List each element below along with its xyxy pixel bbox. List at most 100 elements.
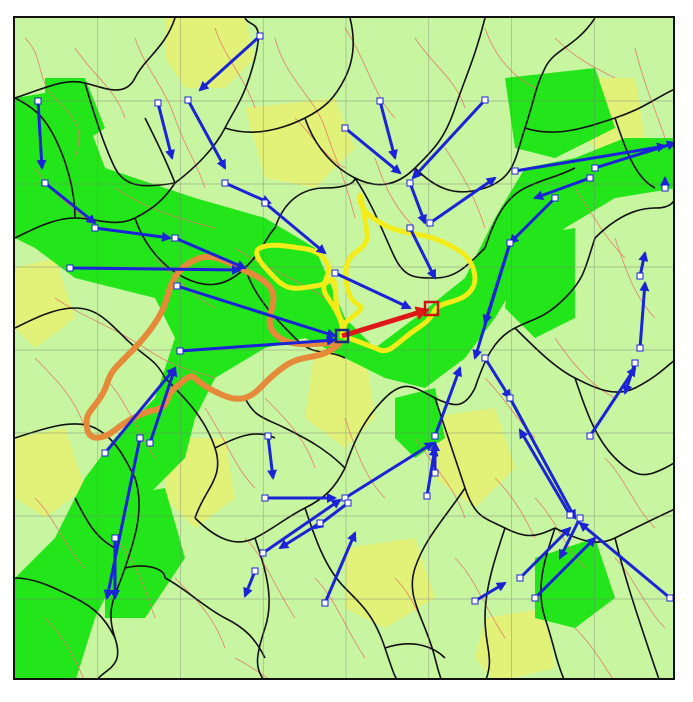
basin-node — [576, 514, 584, 522]
flow-arrow — [323, 531, 357, 604]
basin-node — [481, 96, 489, 104]
basin-node — [481, 354, 489, 362]
green-patch-center-south — [395, 388, 445, 458]
basin-node — [221, 179, 229, 187]
flow-arrow — [36, 100, 47, 170]
basin-node — [636, 272, 644, 280]
watershed-outline-orange — [83, 253, 343, 441]
flow-arrow — [508, 397, 577, 520]
green-patch-southeast — [535, 538, 615, 628]
basin-node — [431, 432, 439, 440]
basin-node — [154, 99, 162, 107]
flow-arrow — [408, 227, 437, 280]
flow-arrow — [179, 335, 337, 353]
basin-node — [431, 469, 439, 477]
highlight-target-node — [423, 300, 440, 317]
highlight-downstream-arrow — [341, 306, 430, 339]
basin-node — [631, 359, 639, 367]
basin-node — [259, 549, 267, 557]
map-grid — [15, 18, 673, 678]
basin-node — [586, 174, 594, 182]
basin-node — [66, 264, 74, 272]
flow-arrow — [411, 98, 487, 180]
flow-arrow — [408, 182, 427, 225]
basin-node — [506, 239, 514, 247]
flow-arrow — [518, 428, 572, 516]
basin-node — [661, 184, 669, 192]
flow-arrow — [262, 498, 342, 555]
flow-arrow — [474, 581, 507, 603]
basin-node — [406, 179, 414, 187]
flow-arrow — [594, 140, 673, 170]
flow-arrow — [198, 34, 262, 92]
basin-node — [136, 434, 144, 442]
subbasin-boundaries — [15, 18, 673, 678]
subbasins-bright-green — [15, 68, 673, 678]
flow-arrow — [472, 242, 512, 360]
flow-arrow — [425, 446, 439, 497]
subbasin-yellow-6 — [345, 538, 435, 628]
basin-node — [471, 597, 479, 605]
subbasin-yellow-2 — [245, 98, 355, 188]
basin-node — [506, 394, 514, 402]
basin-node — [321, 599, 329, 607]
flow-arrow — [638, 251, 649, 277]
flow-arrow — [94, 226, 172, 242]
basin-node — [426, 219, 434, 227]
basin-node — [531, 594, 539, 602]
basin-node — [586, 432, 594, 440]
flow-arrow — [266, 435, 278, 480]
flow-arrows — [36, 34, 673, 604]
basin-node — [316, 519, 324, 527]
flow-arrow — [533, 536, 597, 600]
basin-nodes — [34, 32, 673, 607]
flow-arrow — [518, 526, 572, 580]
flow-arrow — [429, 176, 497, 225]
flow-arrow — [558, 517, 582, 560]
basin-node — [406, 224, 414, 232]
basin-node — [41, 179, 49, 187]
basin-node — [261, 494, 269, 502]
subbasin-yellow-10 — [15, 428, 85, 518]
flow-arrow — [433, 366, 462, 437]
basin-node — [91, 224, 99, 232]
basin-node — [636, 344, 644, 352]
flow-arrow — [578, 521, 671, 600]
flow-arrow — [264, 201, 327, 255]
flow-arrow — [378, 100, 398, 160]
green-patch-northeast — [505, 68, 615, 158]
flow-arrow — [533, 176, 591, 200]
flow-arrow — [278, 521, 321, 550]
flow-arrow — [174, 236, 247, 270]
flow-arrow — [588, 366, 637, 437]
flow-arrow — [148, 366, 178, 444]
basin-node — [261, 199, 269, 207]
flow-arrow — [186, 99, 227, 170]
flow-arrow — [483, 357, 512, 400]
flow-arrow — [344, 441, 435, 500]
flow-arrow — [44, 181, 97, 225]
basin-node — [171, 234, 179, 242]
basin-node — [566, 511, 574, 519]
basin-node — [423, 492, 431, 500]
basin-map-svg — [15, 18, 673, 678]
basin-node — [344, 499, 352, 507]
highlight-outlet-node — [334, 328, 350, 344]
flow-arrow — [334, 271, 412, 310]
basin-node — [111, 534, 119, 542]
flow-arrow — [508, 196, 557, 245]
basin-node — [173, 282, 181, 290]
subbasin-yellow-8 — [15, 258, 75, 348]
flow-arrow — [243, 570, 257, 598]
basin-node — [376, 97, 384, 105]
flow-arrow — [103, 366, 177, 454]
basin-map — [13, 16, 675, 680]
flow-arrow — [69, 264, 242, 275]
basin-node — [341, 124, 349, 132]
basin-node — [184, 96, 192, 104]
basin-node — [256, 32, 264, 40]
subbasin-yellow-9 — [475, 608, 555, 678]
basin-node — [551, 194, 559, 202]
subbasin-yellow-1 — [165, 18, 255, 88]
flow-arrow — [638, 281, 650, 349]
